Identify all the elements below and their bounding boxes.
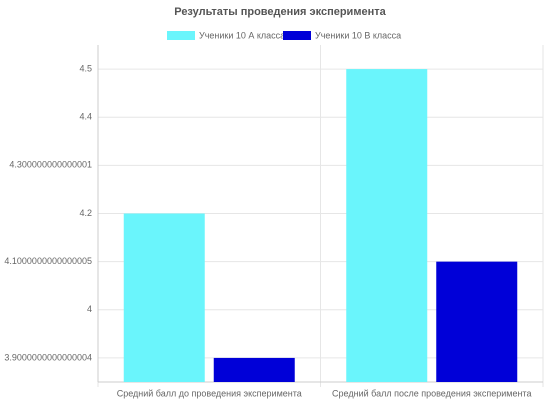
legend-label: Ученики 10 В класса [315, 30, 401, 40]
bar [123, 213, 205, 382]
y-tick-label: 4.2 [79, 208, 92, 218]
bar [436, 261, 518, 382]
legend-label: Ученики 10 А класса [199, 30, 285, 40]
legend-swatch [167, 31, 195, 40]
y-tick-label: 4.4 [79, 112, 92, 122]
y-tick-label: 4.5 [79, 63, 92, 73]
y-tick-label: 3.9000000000000004 [4, 352, 92, 362]
bar [213, 357, 295, 382]
chart-title: Результаты проведения эксперимента [174, 6, 386, 18]
y-tick-label: 4.300000000000001 [9, 160, 92, 170]
bar [346, 69, 428, 383]
y-tick-label: 4 [87, 304, 92, 314]
legend-swatch [283, 31, 311, 40]
y-tick-label: 4.1000000000000005 [4, 256, 92, 266]
x-tick-label: Средний балл до проведения эксперимента [117, 388, 302, 398]
x-tick-label: Средний балл после проведения эксперимен… [332, 388, 531, 398]
